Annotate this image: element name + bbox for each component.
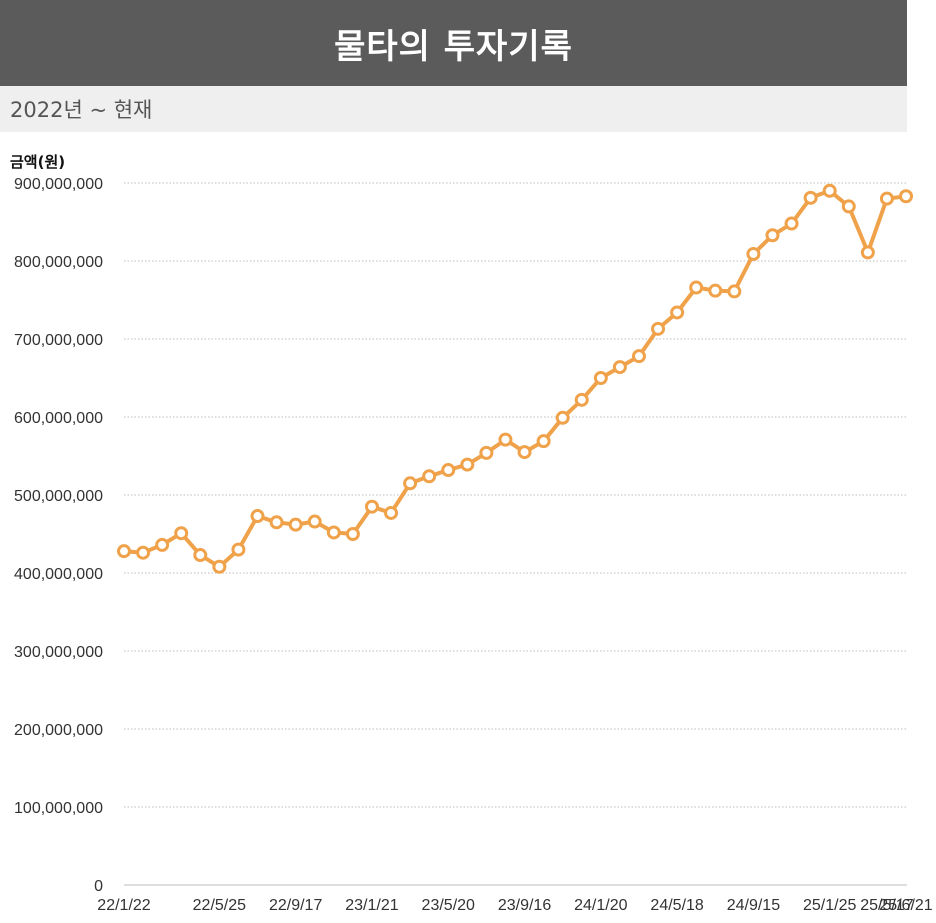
data-point	[574, 392, 589, 407]
x-tick-label: 24/1/20	[574, 897, 627, 914]
data-point	[631, 349, 646, 364]
data-point	[879, 191, 894, 206]
data-point	[174, 526, 189, 541]
data-point	[651, 321, 666, 336]
data-point	[593, 371, 608, 385]
data-point	[155, 537, 170, 552]
data-point	[860, 245, 875, 260]
y-tick-label: 400,000,000	[14, 566, 103, 583]
data-point	[517, 445, 532, 460]
data-point	[364, 499, 379, 514]
y-tick-label: 0	[94, 878, 103, 895]
data-point	[612, 360, 627, 375]
data-point	[193, 548, 208, 563]
data-point	[250, 509, 265, 524]
data-point	[212, 559, 227, 574]
data-point	[708, 283, 723, 298]
data-point	[403, 476, 418, 491]
data-point	[288, 517, 303, 532]
data-point	[841, 199, 856, 214]
data-point	[498, 432, 513, 447]
data-point	[765, 228, 780, 243]
data-point	[136, 545, 151, 560]
x-tick-label: 22/9/17	[269, 897, 322, 914]
data-point	[746, 246, 761, 261]
x-tick-label: 23/1/21	[345, 897, 398, 914]
data-point	[460, 457, 475, 472]
data-point	[422, 469, 437, 484]
data-point	[269, 515, 284, 530]
data-point	[784, 216, 799, 231]
y-axis-unit-label: 금액(원)	[10, 153, 65, 171]
data-point	[117, 544, 131, 559]
y-tick-label: 100,000,000	[14, 800, 103, 817]
series-points-layer	[117, 183, 913, 574]
y-tick-label: 700,000,000	[14, 332, 103, 349]
x-tick-label: 23/9/16	[498, 897, 551, 914]
data-point	[822, 183, 837, 198]
x-tick-label: 25/5/17	[860, 897, 913, 914]
data-point	[479, 445, 494, 460]
data-point	[670, 305, 685, 320]
data-point	[727, 284, 742, 299]
x-tick-label: 24/9/15	[727, 897, 780, 914]
investment-line-chart: 금액(원) 0 100,000,000 200,000,000 300,000,000…	[10, 153, 933, 914]
grid-lines	[124, 182, 907, 886]
data-point	[899, 189, 913, 204]
y-tick-labels: 0 100,000,000 200,000,000 300,000,000 400,00…	[14, 176, 103, 895]
subtitle-bar: 2022년 ~ 현재	[0, 86, 907, 132]
y-tick-label: 500,000,000	[14, 488, 103, 505]
data-point	[307, 514, 322, 529]
data-point	[536, 434, 551, 449]
x-tick-label: 24/5/18	[650, 897, 703, 914]
data-point	[326, 525, 341, 540]
x-tick-labels: 22/1/22 22/5/25 22/9/17 23/1/21 23/5/20 23/9/…	[97, 897, 932, 914]
y-tick-label: 300,000,000	[14, 644, 103, 661]
series-line	[123, 188, 907, 569]
series-line-layer	[123, 188, 907, 569]
x-tick-label: 22/1/22	[97, 897, 150, 914]
data-point	[689, 280, 704, 295]
data-point	[231, 542, 246, 557]
y-tick-label: 600,000,000	[14, 410, 103, 427]
x-tick-label: 25/1/25	[803, 897, 856, 914]
y-tick-label: 200,000,000	[14, 722, 103, 739]
data-point	[345, 527, 360, 541]
y-tick-label: 900,000,000	[14, 176, 103, 193]
x-tick-label: 22/5/25	[193, 897, 246, 914]
page-subtitle: 2022년 ~ 현재	[10, 98, 153, 122]
x-tick-label: 23/5/20	[422, 897, 475, 914]
data-point	[384, 505, 399, 520]
x-tick-label: 25/6/21	[879, 897, 932, 914]
page-title: 물타의 투자기록	[334, 26, 573, 67]
data-point	[555, 410, 570, 425]
title-bar: 물타의 투자기록	[0, 0, 907, 86]
data-point	[441, 463, 456, 478]
data-point	[803, 190, 818, 205]
y-tick-label: 800,000,000	[14, 254, 103, 271]
